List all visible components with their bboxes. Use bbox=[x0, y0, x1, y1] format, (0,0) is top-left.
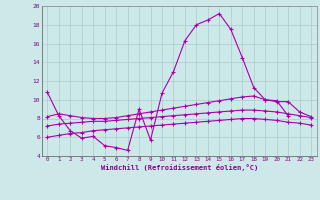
X-axis label: Windchill (Refroidissement éolien,°C): Windchill (Refroidissement éolien,°C) bbox=[100, 164, 258, 171]
